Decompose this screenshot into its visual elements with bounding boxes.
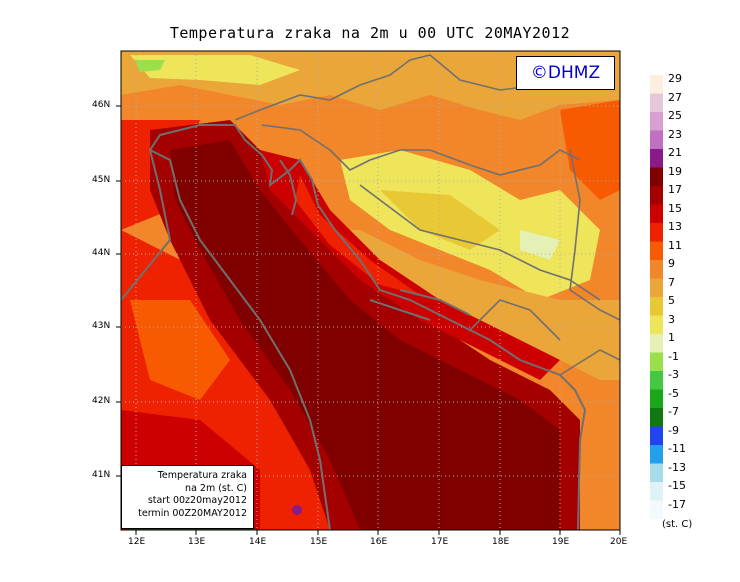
x-tick-13e: 13E <box>188 537 206 547</box>
legend-swatch <box>650 426 663 445</box>
legend-label: 7 <box>668 275 675 289</box>
legend-label: 29 <box>668 72 682 85</box>
temperature-field <box>121 51 620 530</box>
x-tick-15e: 15E <box>310 537 328 547</box>
legend-swatch <box>650 463 663 482</box>
y-tick-43n: 43N <box>92 321 111 331</box>
legend-label: 5 <box>668 294 675 307</box>
x-tick-14e: 14E <box>249 537 267 547</box>
y-tick-45n: 45N <box>92 175 111 185</box>
legend-label: -3 <box>668 368 679 381</box>
legend-label: 15 <box>668 201 682 215</box>
legend-swatch <box>650 371 663 390</box>
x-tick-12e: 12E <box>128 537 146 547</box>
legend-label: -15 <box>668 479 686 492</box>
info-line-2: na 2m (st. C) <box>185 482 247 494</box>
legend-label: -9 <box>668 423 679 437</box>
legend-label: 1 <box>668 331 675 344</box>
color-legend <box>650 75 663 519</box>
map-title: Temperatura zraka na 2m u 00 UTC 20MAY20… <box>169 24 571 42</box>
x-tick-20e: 20E <box>610 537 628 547</box>
legend-swatch <box>650 186 663 205</box>
legend-swatch <box>650 223 663 242</box>
legend-label: 3 <box>668 312 675 326</box>
legend-label: 21 <box>668 146 682 159</box>
legend-label: -11 <box>668 442 686 455</box>
legend-swatch <box>650 389 663 408</box>
legend-label: 17 <box>668 183 682 196</box>
copyright-label: ©DHMZ <box>516 56 615 90</box>
info-line-4: termin 00Z20MAY2012 <box>138 507 247 519</box>
x-tick-16e: 16E <box>370 537 388 547</box>
info-line-3: start 00z20may2012 <box>147 495 247 506</box>
legend-label: 23 <box>668 127 682 141</box>
info-box: Temperatura zraka na 2m (st. C) start 00… <box>121 465 254 529</box>
legend-swatch <box>650 260 663 279</box>
legend-swatch <box>650 75 663 94</box>
legend-swatch <box>650 500 663 519</box>
legend-swatch <box>650 130 663 149</box>
legend-label: 11 <box>668 238 682 252</box>
legend-swatch <box>650 482 663 501</box>
legend-swatch <box>650 167 663 186</box>
legend-unit: (st. C) <box>662 519 693 530</box>
legend-label: 25 <box>668 109 682 122</box>
y-tick-42n: 42N <box>92 396 111 406</box>
legend-swatch <box>650 204 663 223</box>
y-tick-44n: 44N <box>92 248 111 258</box>
legend-swatch <box>650 334 663 353</box>
legend-label: -17 <box>668 497 686 511</box>
x-tick-17e: 17E <box>431 537 449 547</box>
y-tick-41n: 41N <box>92 470 111 480</box>
legend-label: -5 <box>668 386 679 400</box>
legend-swatch <box>650 408 663 427</box>
legend-swatch <box>650 241 663 260</box>
x-tick-19e: 19E <box>552 537 570 547</box>
info-line-1: Temperatura zraka <box>157 470 247 481</box>
legend-swatch <box>650 445 663 464</box>
borders <box>234 54 620 376</box>
axis-ticks <box>116 105 621 535</box>
legend-label: 13 <box>668 220 682 233</box>
legend-label: 19 <box>668 164 682 178</box>
legend-swatch <box>650 112 663 131</box>
legend-swatch <box>650 315 663 334</box>
y-tick-46n: 46N <box>92 100 111 110</box>
legend-label: -1 <box>668 349 679 363</box>
legend-label: -13 <box>668 460 686 474</box>
legend-label: -7 <box>668 405 679 418</box>
coastlines <box>121 124 587 530</box>
legend-swatch <box>650 352 663 371</box>
legend-swatch <box>650 93 663 112</box>
legend-label: 9 <box>668 257 675 270</box>
legend-swatch <box>650 149 663 168</box>
legend-label: 27 <box>668 90 682 104</box>
legend-swatch <box>650 297 663 316</box>
x-tick-18e: 18E <box>492 537 510 547</box>
legend-swatch <box>650 278 663 297</box>
